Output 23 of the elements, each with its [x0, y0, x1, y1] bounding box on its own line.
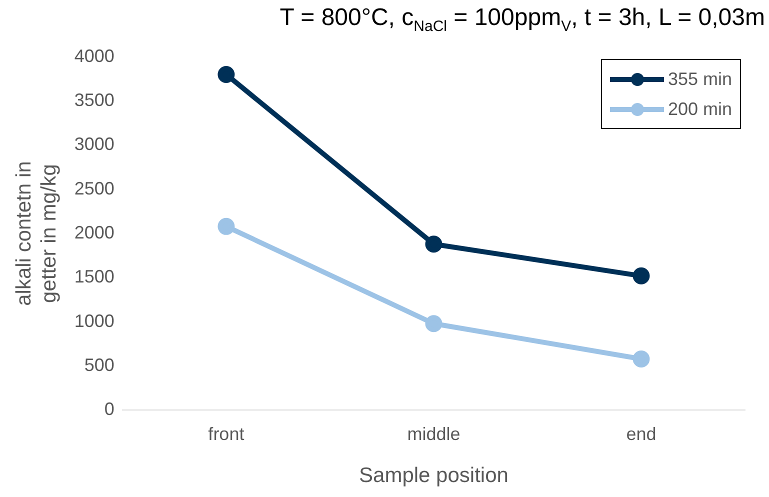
legend-label: 355 min: [668, 68, 732, 91]
point: [218, 218, 235, 235]
y-axis-title: alkali contetn in getter in mg/kg: [12, 161, 61, 306]
point: [425, 315, 442, 332]
y-tick-label: 500: [84, 354, 114, 375]
y-tick-label: 1500: [74, 266, 114, 287]
y-tick-label: 2500: [74, 178, 114, 198]
x-tick-label: middle: [407, 424, 460, 444]
x-tick-label: front: [208, 424, 244, 444]
x-axis-title: Sample position: [359, 464, 508, 488]
y-tick-label: 3500: [74, 90, 114, 110]
point: [425, 236, 442, 253]
y-tick-label: 4000: [74, 46, 114, 66]
y-tick-label: 0: [104, 399, 114, 420]
legend-label: 200 min: [668, 98, 732, 121]
y-tick-label: 1000: [74, 310, 114, 331]
point: [632, 267, 650, 284]
x-tick-label: end: [626, 424, 656, 444]
y-tick-label: 3000: [74, 134, 114, 154]
y-tick-label: 2000: [74, 222, 114, 242]
point: [218, 66, 235, 83]
chart-title: T = 800°C, c$_{NaCl}$ = 100ppm$_{V}$, t = 3h, L = 0,03m: [278, 4, 766, 35]
point: [632, 350, 650, 368]
